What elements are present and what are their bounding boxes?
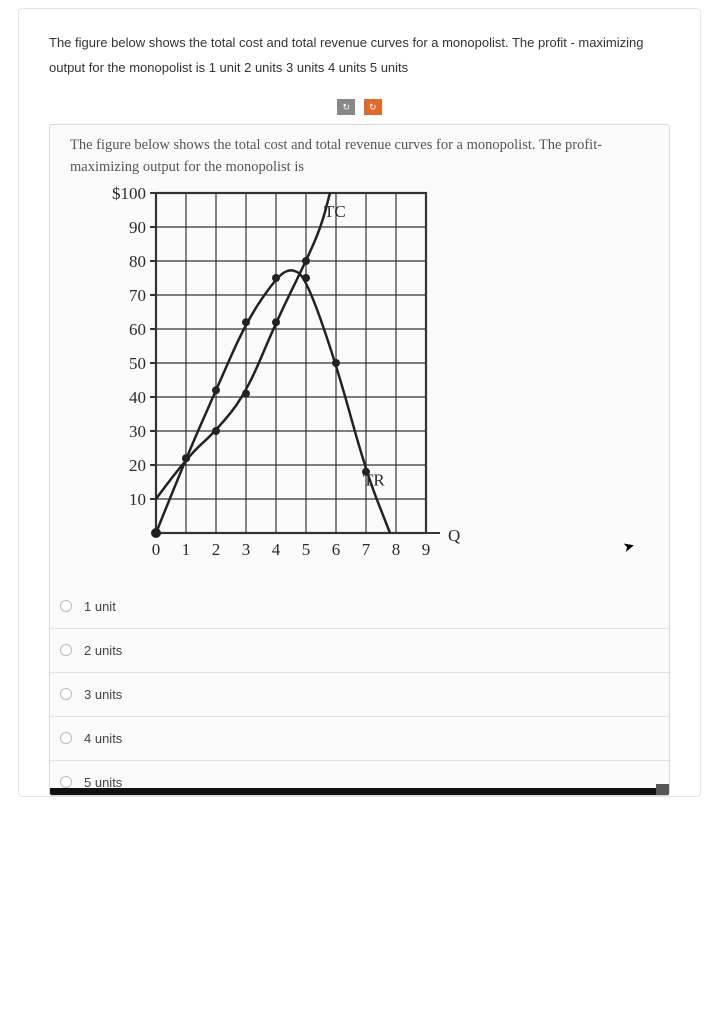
answer-option[interactable]: 4 units: [50, 716, 669, 760]
answer-option[interactable]: 1 unit: [50, 585, 669, 628]
svg-text:TC: TC: [324, 202, 346, 221]
cost-revenue-chart: 10 20 30 40 50 60 70 80 90 $100 0 1 2 3 4 5 6 7 8 9 Q/t TC TR: [110, 185, 460, 565]
svg-text:0: 0: [152, 540, 161, 559]
svg-text:20: 20: [129, 456, 146, 475]
radio-icon[interactable]: [60, 600, 72, 612]
option-label: 4 units: [84, 731, 122, 746]
svg-text:90: 90: [129, 218, 146, 237]
svg-text:TR: TR: [363, 470, 385, 489]
refresh-icon[interactable]: ↻: [337, 99, 355, 115]
svg-text:30: 30: [129, 422, 146, 441]
svg-text:60: 60: [129, 320, 146, 339]
chart-container: 10 20 30 40 50 60 70 80 90 $100 0 1 2 3 4 5 6 7 8 9 Q/t TC TR: [50, 185, 669, 575]
svg-text:3: 3: [242, 540, 251, 559]
figure-card: The figure below shows the total cost an…: [49, 124, 670, 796]
option-label: 3 units: [84, 687, 122, 702]
question-text: The figure below shows the total cost an…: [49, 31, 670, 80]
reload-icon[interactable]: ↻: [364, 99, 382, 115]
answer-option[interactable]: 3 units: [50, 672, 669, 716]
svg-text:1: 1: [182, 540, 191, 559]
svg-text:5: 5: [302, 540, 311, 559]
answer-option[interactable]: 2 units: [50, 628, 669, 672]
option-label: 1 unit: [84, 599, 116, 614]
svg-text:4: 4: [272, 540, 281, 559]
radio-icon[interactable]: [60, 688, 72, 700]
svg-text:$100: $100: [112, 185, 146, 203]
svg-text:50: 50: [129, 354, 146, 373]
svg-text:Q/t: Q/t: [448, 526, 460, 545]
icon-row: ↻ ↻: [49, 98, 670, 116]
bottom-scrollbar[interactable]: [49, 788, 670, 796]
figure-header-text: The figure below shows the total cost an…: [50, 125, 669, 185]
svg-text:10: 10: [129, 490, 146, 509]
svg-text:2: 2: [212, 540, 221, 559]
svg-text:7: 7: [362, 540, 371, 559]
svg-text:40: 40: [129, 388, 146, 407]
svg-text:8: 8: [392, 540, 401, 559]
svg-text:9: 9: [422, 540, 431, 559]
radio-icon[interactable]: [60, 732, 72, 744]
radio-icon[interactable]: [60, 776, 72, 788]
option-label: 2 units: [84, 643, 122, 658]
question-card: The figure below shows the total cost an…: [18, 8, 701, 797]
svg-text:70: 70: [129, 286, 146, 305]
options-list: 1 unit2 units3 units4 units5 units: [50, 575, 669, 794]
svg-text:80: 80: [129, 252, 146, 271]
radio-icon[interactable]: [60, 644, 72, 656]
svg-text:6: 6: [332, 540, 341, 559]
